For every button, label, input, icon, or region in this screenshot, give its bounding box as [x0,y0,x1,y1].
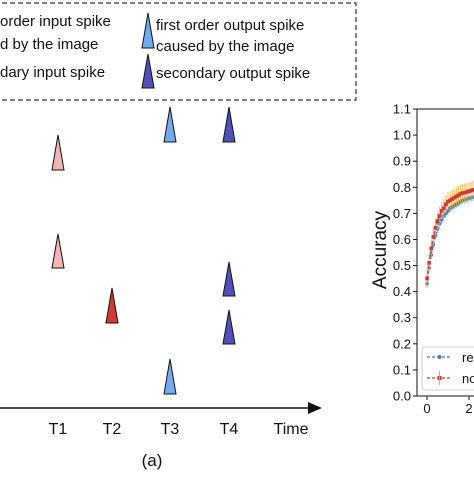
panel-a-caption: (a) [142,451,163,470]
legend-secondary-output-spike-icon [141,53,155,89]
accuracy-point [454,194,459,199]
first-input-spike-t1-upper [51,134,65,171]
accuracy-plot-frame [416,108,474,397]
legend-secondary-output: secondary output spike [156,65,310,82]
secondary-input-spike-t2 [105,287,119,324]
accuracy-y-tick-label: 0.8 [393,180,411,195]
accuracy-y-tick-label: 0.1 [393,362,411,377]
legend-box [0,2,357,101]
accuracy-y-tick-label: 0.7 [393,206,411,221]
first-output-spike-t3-lower [163,358,177,395]
legend-secondary-input: dary input spike [0,64,105,81]
accuracy-point [439,208,444,213]
accuracy-y-tick-label: 1.1 [393,102,411,117]
legend-first-output-line2: caused by the image [156,38,294,55]
accuracy-axis-label: Accuracy [370,210,391,289]
accuracy-point [444,211,448,216]
time-tick-t2: T2 [103,421,122,438]
legend-first-output-line1: first order output spike [156,17,304,34]
legend-first-input-line1: order input spike [0,13,111,30]
accuracy-point [450,197,454,201]
accuracy-point [427,261,431,265]
accuracy-point [431,235,436,239]
accuracy-y-tick-label: 0.3 [393,310,411,325]
accuracy-y-tick-label: 0.4 [393,284,411,299]
accuracy-x-tick-label: 0 [423,401,430,416]
secondary-output-spike-t4-top [222,106,236,143]
accuracy-chart: Accuracy 0.0 0.1 0.2 0.3 0.4 0.5 0.6 0.7 0.8 0.9 1… [370,102,474,416]
time-tick-t4: T4 [220,421,239,438]
accuracy-point [458,191,463,196]
accuracy-point [467,189,471,193]
accuracy-point [471,188,474,192]
time-axis-arrow-icon [308,402,322,414]
accuracy-point [425,276,429,281]
secondary-output-spike-t4-bottom [222,309,236,345]
first-input-spike-t1-lower [51,233,65,269]
accuracy-point [435,219,440,223]
accuracy-point [463,190,467,195]
time-axis-label: Time [274,421,309,438]
accuracy-point [465,190,469,194]
accuracy-point [448,198,452,203]
accuracy-y-tick-label: 0.2 [393,336,411,351]
accuracy-point [442,206,446,210]
accuracy-point [456,193,461,197]
time-tick-t1: T1 [49,421,68,438]
accuracy-point [446,208,450,213]
accuracy-legend-marker-re [437,355,442,359]
accuracy-point [439,218,444,222]
accuracy-point [429,246,433,251]
secondary-output-spike-t4-middle [222,261,236,297]
accuracy-point [446,199,450,204]
time-tick-t3: T3 [161,421,180,438]
legend-first-output-spike-icon [141,12,155,49]
accuracy-point [433,225,438,230]
accuracy-x-tick-label: 2 [465,401,472,416]
accuracy-y-tick-label: 1.0 [393,128,411,143]
accuracy-y-ticks: 0.0 0.1 0.2 0.3 0.4 0.5 0.6 0.7 0.8 0.9 1.0 1.1 [393,102,417,404]
accuracy-legend-label-re: re [462,350,474,365]
accuracy-y-tick-label: 0.0 [393,389,411,404]
accuracy-legend-box [421,346,474,391]
first-output-spike-t3-upper [163,106,177,143]
accuracy-series [425,180,474,288]
accuracy-point [452,195,457,200]
accuracy-point [437,214,442,218]
accuracy-y-tick-label: 0.9 [393,154,411,169]
legend-first-input-line2: d by the image [0,36,98,53]
accuracy-point [460,191,465,195]
accuracy-y-tick-label: 0.5 [393,258,411,273]
accuracy-y-tick-label: 0.6 [393,232,411,247]
accuracy-point [469,188,473,193]
accuracy-point [444,202,448,207]
accuracy-legend-label-no: no [462,371,474,386]
